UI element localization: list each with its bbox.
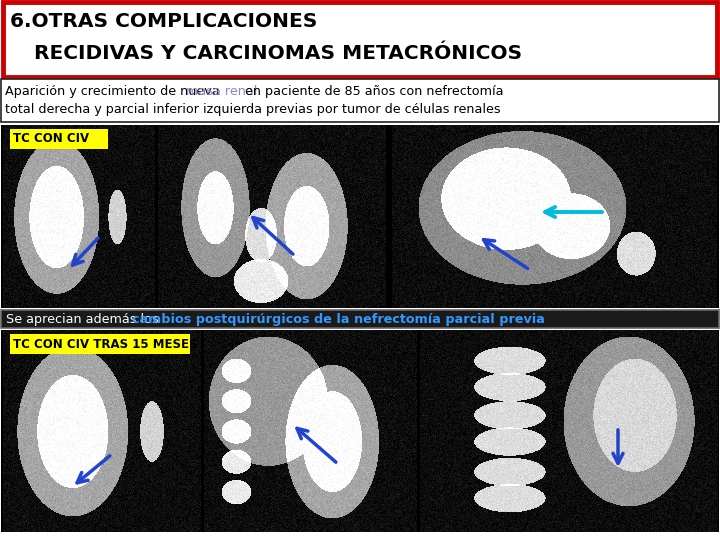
Bar xyxy=(1,125,719,308)
Text: TC CON CIV TRAS 15 MESES: TC CON CIV TRAS 15 MESES xyxy=(13,338,197,350)
Bar xyxy=(3,2,717,77)
Bar xyxy=(10,334,190,354)
Bar xyxy=(1,310,719,328)
Bar xyxy=(1,79,719,122)
Bar xyxy=(10,129,108,149)
Text: masa renal: masa renal xyxy=(186,85,257,98)
Text: Aparición y crecimiento de nueva: Aparición y crecimiento de nueva xyxy=(5,85,224,98)
Text: Se aprecian además los: Se aprecian además los xyxy=(6,313,163,326)
Bar xyxy=(1,330,719,532)
Text: cambios postquirúrgicos de la nefrectomía parcial previa: cambios postquirúrgicos de la nefrectomí… xyxy=(132,313,545,326)
Text: TC CON CIV: TC CON CIV xyxy=(13,132,89,145)
Text: 6.OTRAS COMPLICACIONES: 6.OTRAS COMPLICACIONES xyxy=(10,12,318,31)
Text: en paciente de 85 años con nefrectomía: en paciente de 85 años con nefrectomía xyxy=(240,85,503,98)
Text: RECIDIVAS Y CARCINOMAS METACRÓNICOS: RECIDIVAS Y CARCINOMAS METACRÓNICOS xyxy=(20,44,522,63)
Text: total derecha y parcial inferior izquierda previas por tumor de células renales: total derecha y parcial inferior izquier… xyxy=(5,103,500,116)
